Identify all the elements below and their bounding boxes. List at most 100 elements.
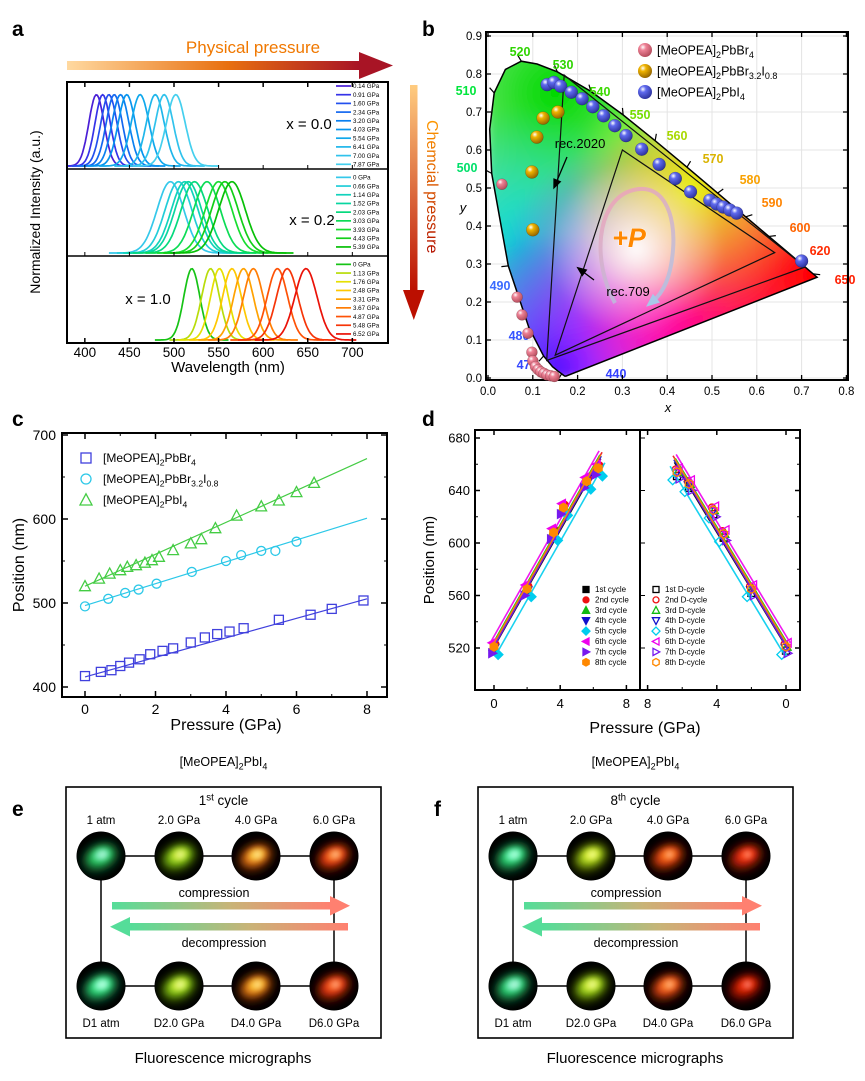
svg-text:7th cycle: 7th cycle <box>595 647 627 656</box>
svg-text:0.2: 0.2 <box>466 297 482 309</box>
panel-f-caption: Fluorescence micrographs <box>546 1050 724 1067</box>
svg-text:D2.0 GPa: D2.0 GPa <box>566 1018 617 1030</box>
svg-text:1st D-cycle: 1st D-cycle <box>665 585 705 594</box>
panel-label-c: c <box>12 408 24 431</box>
svg-text:0.3: 0.3 <box>614 386 630 398</box>
svg-text:0.0: 0.0 <box>466 373 482 385</box>
svg-text:D2.0 GPa: D2.0 GPa <box>154 1018 205 1030</box>
svg-text:decompression: decompression <box>182 936 267 950</box>
svg-text:8th D-cycle: 8th D-cycle <box>665 658 706 667</box>
svg-text:[MeOPEA]2PbI4: [MeOPEA]2PbI4 <box>180 755 268 772</box>
svg-text:1st cycle: 1st cycle <box>595 585 627 594</box>
svg-text:7th D-cycle: 7th D-cycle <box>665 647 706 656</box>
svg-text:8th cycle: 8th cycle <box>610 792 660 808</box>
svg-text:1.52 GPa: 1.52 GPa <box>353 201 380 208</box>
svg-text:8: 8 <box>363 701 371 717</box>
svg-text:700: 700 <box>341 345 364 360</box>
svg-text:D6.0 GPa: D6.0 GPa <box>309 1018 360 1030</box>
svg-text:0.3: 0.3 <box>466 259 482 271</box>
svg-text:400: 400 <box>33 679 57 695</box>
svg-text:6: 6 <box>293 701 301 717</box>
svg-text:1st cycle: 1st cycle <box>199 792 249 808</box>
panel-label-f: f <box>434 798 441 821</box>
svg-text:600: 600 <box>448 536 470 551</box>
svg-text:8: 8 <box>623 696 630 711</box>
svg-text:1.60 GPa: 1.60 GPa <box>353 101 380 108</box>
svg-text:0.6: 0.6 <box>466 145 482 157</box>
svg-text:6th D-cycle: 6th D-cycle <box>665 637 706 646</box>
svg-text:3.03 GPa: 3.03 GPa <box>353 218 380 225</box>
svg-text:0.5: 0.5 <box>704 386 720 398</box>
svg-text:600: 600 <box>252 345 275 360</box>
svg-text:+P: +P <box>612 223 647 253</box>
svg-text:0.1: 0.1 <box>525 386 541 398</box>
svg-text:2.0 GPa: 2.0 GPa <box>570 815 613 827</box>
svg-text:4: 4 <box>557 696 564 711</box>
svg-text:3.20 GPa: 3.20 GPa <box>353 118 380 125</box>
panel-a-chart: Physical pressure 0.14 GPa 0.91 GPa 1.60 GP… <box>27 38 440 376</box>
svg-text:3.93 GPa: 3.93 GPa <box>353 227 380 234</box>
svg-text:3rd cycle: 3rd cycle <box>595 606 628 615</box>
svg-text:0.4: 0.4 <box>659 386 676 398</box>
svg-text:560: 560 <box>448 588 470 603</box>
svg-text:3rd D-cycle: 3rd D-cycle <box>665 606 706 615</box>
svg-text:6.52 GPa: 6.52 GPa <box>353 331 380 338</box>
svg-text:4th cycle: 4th cycle <box>595 616 627 625</box>
svg-text:510: 510 <box>456 84 477 98</box>
svg-text:8: 8 <box>644 696 651 711</box>
svg-text:D1 atm: D1 atm <box>82 1018 119 1030</box>
svg-text:4.0 GPa: 4.0 GPa <box>235 815 278 827</box>
svg-text:0 GPa: 0 GPa <box>353 175 371 182</box>
svg-text:D4.0 GPa: D4.0 GPa <box>231 1018 282 1030</box>
svg-text:550: 550 <box>207 345 230 360</box>
svg-text:620: 620 <box>810 244 831 258</box>
svg-text:6.0 GPa: 6.0 GPa <box>725 815 768 827</box>
svg-text:0: 0 <box>782 696 789 711</box>
svg-text:[MeOPEA]2PbBr4: [MeOPEA]2PbBr4 <box>103 451 196 467</box>
svg-text:1.13 GPa: 1.13 GPa <box>353 270 380 277</box>
svg-text:5.48 GPa: 5.48 GPa <box>353 322 380 329</box>
svg-text:Position (nm): Position (nm) <box>11 518 28 612</box>
svg-text:0: 0 <box>81 701 89 717</box>
svg-text:0.6: 0.6 <box>749 386 765 398</box>
svg-text:Position (nm): Position (nm) <box>421 516 438 604</box>
svg-text:2.0 GPa: 2.0 GPa <box>158 815 201 827</box>
svg-text:500: 500 <box>33 595 57 611</box>
svg-text:4.87 GPa: 4.87 GPa <box>353 314 380 321</box>
svg-text:600: 600 <box>790 221 811 235</box>
svg-text:5.39 GPa: 5.39 GPa <box>353 244 380 251</box>
svg-text:D6.0 GPa: D6.0 GPa <box>721 1018 772 1030</box>
svg-text:520: 520 <box>510 45 531 59</box>
svg-text:Wavelength (nm): Wavelength (nm) <box>171 359 285 376</box>
svg-text:[MeOPEA]2PbI4: [MeOPEA]2PbI4 <box>592 755 680 772</box>
svg-text:600: 600 <box>33 511 57 527</box>
svg-text:400: 400 <box>74 345 97 360</box>
svg-text:x: x <box>664 400 672 415</box>
svg-text:1.76 GPa: 1.76 GPa <box>353 279 380 286</box>
svg-text:4.0 GPa: 4.0 GPa <box>647 815 690 827</box>
svg-text:rec.709: rec.709 <box>606 284 649 299</box>
svg-text:680: 680 <box>448 431 470 446</box>
svg-text:Pressure (GPa): Pressure (GPa) <box>589 720 700 737</box>
svg-text:0: 0 <box>490 696 497 711</box>
svg-text:0.91 GPa: 0.91 GPa <box>353 92 380 99</box>
svg-text:rec.2020: rec.2020 <box>555 136 606 151</box>
svg-text:490: 490 <box>490 279 511 293</box>
svg-text:640: 640 <box>448 483 470 498</box>
svg-text:D4.0 GPa: D4.0 GPa <box>643 1018 694 1030</box>
svg-text:440: 440 <box>606 367 627 381</box>
svg-text:7.00 GPa: 7.00 GPa <box>353 153 380 160</box>
svg-text:0 GPa: 0 GPa <box>353 262 371 269</box>
svg-text:1.14 GPa: 1.14 GPa <box>353 192 380 199</box>
svg-text:[MeOPEA]2PbBr3.2I0.8: [MeOPEA]2PbBr3.2I0.8 <box>103 472 219 488</box>
panel-e-micrographs: [MeOPEA]2PbI4 1st cycle 1 atm 2.0 GPa 4.0 GP… <box>65 755 382 1039</box>
svg-text:4: 4 <box>222 701 230 717</box>
svg-text:0.7: 0.7 <box>794 386 810 398</box>
svg-text:1 atm: 1 atm <box>87 815 116 827</box>
svg-text:0.2: 0.2 <box>570 386 586 398</box>
svg-text:1 atm: 1 atm <box>499 815 528 827</box>
svg-text:4: 4 <box>713 696 720 711</box>
svg-text:0.4: 0.4 <box>466 221 483 233</box>
svg-text:450: 450 <box>118 345 141 360</box>
panel-f-micrographs: [MeOPEA]2PbI4 8th cycle 1 atm 2.0 GPa 4.0 GP… <box>477 755 794 1039</box>
